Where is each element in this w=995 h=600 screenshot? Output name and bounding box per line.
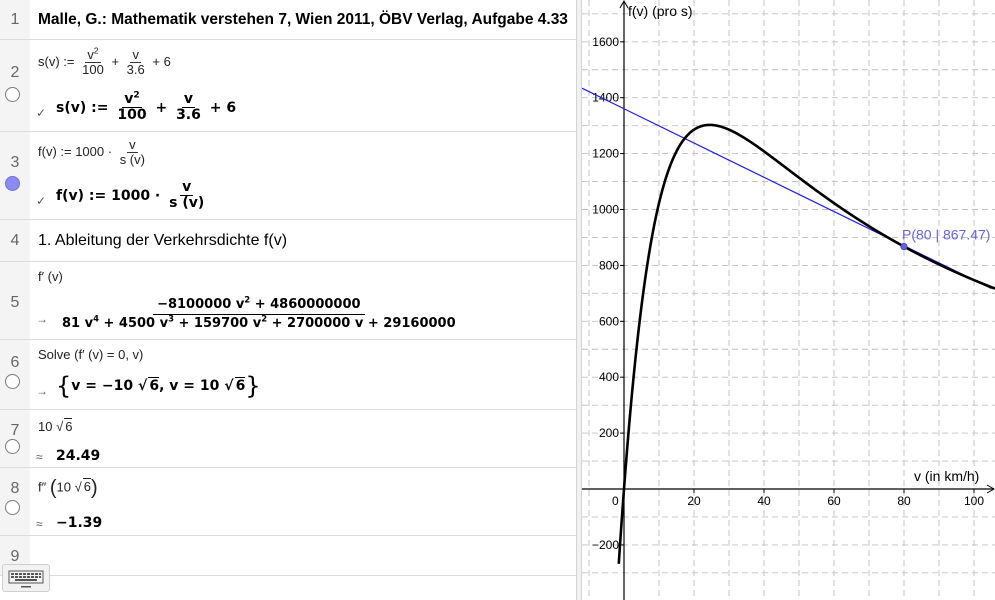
row-gutter: [0, 0, 30, 39]
row-number: 7: [10, 422, 20, 439]
visibility-toggle[interactable]: [5, 500, 20, 515]
approx-icon: ≈: [36, 517, 43, 531]
graph-canvas[interactable]: 20 40 60 80 100 1600 1400 1200 1000 800 600 400 200 −…: [581, 0, 995, 600]
axes: [582, 0, 995, 600]
cas-output: s(v) := v2 100 + v 3.6 + 6: [56, 90, 237, 124]
cas-row-2[interactable]: 2 s(v) := v2 100 + v 3.6 + 6 ✓ s(v) := v2 1…: [0, 40, 577, 132]
fraction: v 3.6: [176, 91, 201, 124]
check-icon: ✓: [36, 106, 47, 120]
row-gutter: [0, 410, 30, 467]
function-curve[interactable]: [617, 123, 995, 564]
point-p-label: P(80 | 867.47): [902, 227, 990, 243]
x-tick-label: 100: [964, 494, 984, 508]
check-icon: ✓: [36, 194, 47, 208]
arrow-icon: →: [36, 312, 48, 326]
cas-view: 1 Malle, G.: Mathematik verstehen 7, Wie…: [0, 0, 577, 592]
cas-output: −8100000 v2 + 4860000000 81 v4 + 4500 v3…: [58, 294, 569, 332]
y-tick-label: 200: [599, 426, 619, 440]
y-tick-label: −200: [592, 538, 619, 552]
row-number: 8: [10, 480, 20, 497]
row-number: 1: [10, 11, 20, 28]
row-number: 2: [10, 64, 20, 81]
view-divider[interactable]: [576, 0, 582, 600]
row-gutter: [0, 132, 30, 219]
cas-output: −1.39: [56, 515, 103, 531]
cas-row-8[interactable]: 8 f″ (10 √ 6) ≈ −1.39: [0, 468, 577, 536]
row-number: 5: [10, 294, 20, 311]
title-text[interactable]: Malle, G.: Mathematik verstehen 7, Wien …: [38, 11, 568, 28]
y-tick-label: 1000: [592, 203, 619, 217]
x-tick-label: 80: [897, 494, 911, 508]
y-tick-label: 400: [599, 370, 619, 384]
row-number: 9: [10, 548, 20, 565]
row-number: 3: [10, 154, 20, 171]
fraction: v2 100: [117, 90, 147, 124]
row-gutter: [0, 40, 30, 131]
cas-input[interactable]: s(v) := v2 100 + v 3.6 + 6: [38, 45, 171, 78]
x-axis-label: v (in km/h): [914, 468, 979, 484]
row-gutter: [0, 262, 30, 339]
cas-input[interactable]: Solve (f′ (v) = 0, v): [38, 347, 144, 362]
cas-row-7[interactable]: 7 10 √ 6 ≈ 24.49: [0, 410, 577, 468]
y-tick-label: 800: [599, 258, 619, 272]
arrow-icon: →: [36, 384, 48, 398]
cas-output: {v = −10 √ 6, v = 10 √ 6}: [56, 372, 261, 400]
visibility-toggle[interactable]: [5, 374, 20, 389]
cas-row-5[interactable]: 5 f′ (v) → −8100000 v2 + 4860000000 81 v…: [0, 262, 577, 340]
row-number: 6: [10, 354, 20, 371]
visibility-toggle[interactable]: [5, 439, 20, 454]
y-tick-label: 600: [599, 314, 619, 328]
approx-icon: ≈: [36, 450, 43, 464]
row-gutter: [0, 220, 30, 261]
graphics-view[interactable]: 20 40 60 80 100 1600 1400 1200 1000 800 600 400 200 −…: [581, 0, 995, 600]
row-number: 4: [10, 232, 20, 249]
visibility-toggle[interactable]: [5, 176, 20, 191]
cas-input[interactable]: f′ (v): [38, 269, 63, 284]
tangent-line[interactable]: [581, 87, 992, 290]
y-axis-label: f(v) (pro s): [628, 3, 693, 19]
point-p[interactable]: [900, 242, 908, 251]
fraction: −8100000 v2 + 4860000000 81 v4 + 4500 v3…: [62, 294, 456, 332]
cas-row-4[interactable]: 4 1. Ableitung der Verkehrsdichte f(v): [0, 220, 577, 262]
y-tick-label: 1200: [592, 147, 619, 161]
y-tick-label: 1400: [592, 91, 619, 105]
cas-row-1[interactable]: 1 Malle, G.: Mathematik verstehen 7, Wie…: [0, 0, 577, 40]
x-tick-label: 40: [757, 494, 771, 508]
cas-row-9[interactable]: 9: [0, 536, 577, 576]
y-tick-label: 1600: [592, 35, 619, 49]
keyboard-toggle-button[interactable]: [2, 564, 50, 592]
origin-label: 0: [612, 494, 619, 508]
visibility-toggle[interactable]: [5, 87, 20, 102]
comment-text[interactable]: 1. Ableitung der Verkehrsdichte f(v): [38, 232, 288, 249]
tick-labels: 20 40 60 80 100 1600 1400 1200 1000 800 600 400 200 −…: [592, 35, 984, 552]
fraction: v2 100: [82, 45, 104, 78]
cas-input[interactable]: f″ (10 √ 6): [38, 477, 98, 499]
x-tick-label: 60: [827, 494, 841, 508]
cas-output: 24.49: [56, 448, 101, 464]
cas-row-6[interactable]: 6 Solve (f′ (v) = 0, v) → {v = −10 √ 6, v…: [0, 340, 577, 410]
keyboard-icon: [8, 570, 44, 588]
cas-input[interactable]: 10 √ 6: [38, 418, 73, 434]
grid: [582, 0, 995, 600]
x-tick-label: 20: [687, 494, 701, 508]
fraction: v 3.6: [126, 47, 145, 78]
